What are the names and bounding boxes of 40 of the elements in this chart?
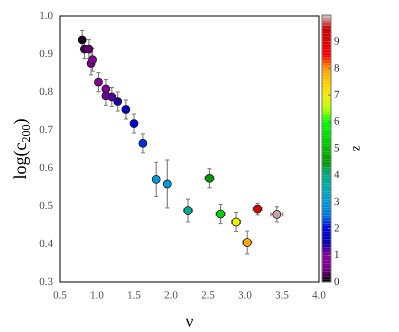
point — [162, 180, 172, 188]
x-tick-label: 4.0 — [312, 289, 326, 302]
y-tick-label: 1.0 — [39, 10, 54, 22]
color-bar-label: 2 — [334, 222, 340, 234]
point — [78, 36, 87, 44]
y-tick-label: 0.7 — [39, 124, 54, 136]
point — [138, 138, 148, 148]
point — [121, 105, 130, 114]
y-axis-title: log(c200) — [10, 118, 33, 180]
point — [113, 97, 122, 106]
color-bar-label: 3 — [334, 196, 340, 208]
color-bar-label: 4 — [334, 169, 340, 182]
point — [130, 119, 138, 128]
color-bar-label: 6 — [334, 116, 340, 128]
point — [107, 92, 116, 102]
color-bar-label: 0 — [334, 276, 340, 288]
x-tick-label: 0.5 — [53, 289, 68, 302]
y-tick-label: 0.6 — [39, 162, 54, 174]
x-tick-label: 2.5 — [201, 289, 216, 302]
point — [152, 175, 161, 184]
x-tick-label: 1.5 — [127, 289, 142, 302]
y-tick-label: 0.5 — [39, 200, 54, 212]
y-tick-label: 0.8 — [39, 86, 54, 98]
x-axis-title: ν — [186, 311, 194, 330]
color-bar-title: z — [350, 146, 366, 152]
color-bar-label: 7 — [334, 88, 340, 101]
x-tick-label: 3.5 — [275, 289, 290, 302]
y-tick-label: 0.3 — [39, 276, 54, 288]
color-bar-label: 9 — [334, 36, 340, 48]
point — [88, 55, 97, 64]
x-tick-label: 3.0 — [238, 289, 252, 302]
point — [84, 44, 94, 54]
y-tick-label: 0.4 — [39, 238, 54, 250]
point — [94, 78, 103, 87]
y-tick-label: 0.9 — [39, 48, 54, 60]
color-bar-label: 5 — [334, 142, 340, 154]
color-bar-label: 1 — [334, 249, 340, 262]
x-tick-label: 1.0 — [90, 289, 104, 302]
color-bar-label: 8 — [334, 62, 340, 74]
x-tick-label: 2.0 — [164, 289, 178, 302]
